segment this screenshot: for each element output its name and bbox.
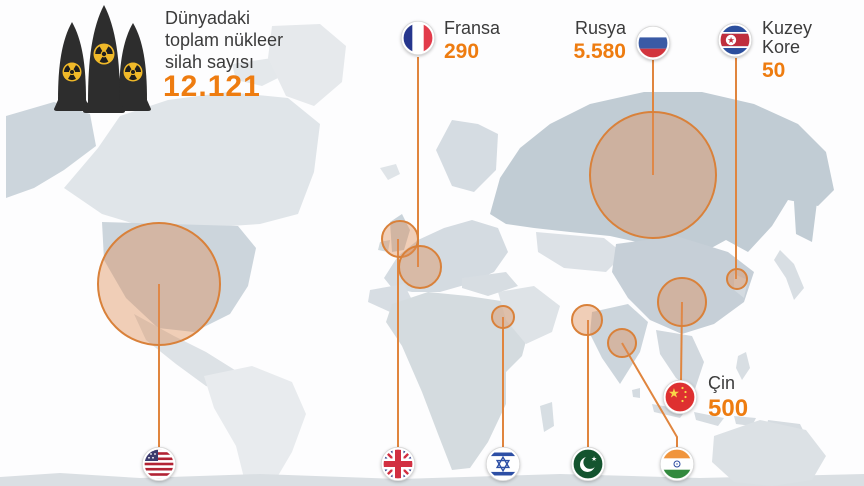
country-value-china: 500 xyxy=(708,395,749,422)
bubble-china xyxy=(657,277,707,327)
land-africa xyxy=(386,292,530,470)
land-iceland xyxy=(380,164,400,180)
land-china xyxy=(612,236,754,334)
label-group-russia: Rusya 5.580 xyxy=(540,19,626,64)
land-antarctica xyxy=(0,473,864,486)
bubble-india xyxy=(607,328,637,358)
land-madagascar xyxy=(540,402,554,432)
china-flag-icon: ★ xyxy=(663,380,697,414)
russia-flag-icon xyxy=(636,26,670,60)
land-sri-lanka xyxy=(632,388,640,398)
land-kamchatka xyxy=(794,178,818,242)
land-scandinavia xyxy=(436,120,498,192)
land-indochina xyxy=(656,330,704,392)
land-india xyxy=(590,304,648,384)
india-flag-icon xyxy=(660,447,694,481)
land-europe xyxy=(384,220,508,292)
usa-flag-icon xyxy=(142,447,176,481)
land-uk xyxy=(390,214,410,252)
uk-flag-icon xyxy=(381,447,415,481)
country-value-north-korea: 50 xyxy=(762,59,786,82)
radiation-trefoil-icon xyxy=(62,43,143,82)
bubble-russia xyxy=(589,111,717,239)
title-line-2: toplam nükleer xyxy=(165,30,284,50)
country-name-north-korea: Kuzey Kore xyxy=(762,18,813,57)
title-line-1: Dünyadaki xyxy=(165,8,251,28)
bubble-usa xyxy=(97,222,221,346)
country-value-russia: 5.580 xyxy=(573,40,626,63)
pakistan-flag-icon: ★ xyxy=(571,447,605,481)
land-russia xyxy=(490,92,834,252)
page-title: Dünyadaki toplam nükleer silah sayısı xyxy=(165,7,283,73)
land-philippines xyxy=(736,352,750,380)
bubble-france xyxy=(398,245,442,289)
total-count: 12.121 xyxy=(163,70,261,103)
north-korea-flag-icon: ★ xyxy=(718,23,752,57)
title-line-3: silah sayısı xyxy=(165,52,255,72)
svg-text:★: ★ xyxy=(668,387,680,402)
country-name-china: Çin xyxy=(708,373,736,393)
svg-text:★: ★ xyxy=(727,36,735,46)
land-australia xyxy=(712,420,826,486)
france-flag-icon xyxy=(401,21,435,55)
land-alaska xyxy=(6,102,96,198)
bubble-israel xyxy=(491,305,515,329)
connector-china xyxy=(680,301,683,382)
land-turkey xyxy=(462,272,518,296)
svg-text:★: ★ xyxy=(591,455,597,463)
label-group-north-korea: Kuzey Kore 50 xyxy=(762,19,824,83)
country-name-russia: Rusya xyxy=(574,18,626,38)
map-landmasses xyxy=(0,24,864,486)
nuclear-warheads-icon xyxy=(54,5,151,113)
connector-india xyxy=(621,342,678,448)
land-arabia xyxy=(498,286,560,344)
land-greenland xyxy=(268,24,346,106)
land-japan xyxy=(774,250,804,300)
label-group-china: Çin 500 xyxy=(708,374,748,423)
bubbles xyxy=(97,111,748,358)
land-central-asia xyxy=(536,232,624,272)
land-indonesia xyxy=(694,412,724,426)
country-value-france: 290 xyxy=(444,40,480,63)
bubble-pakistan xyxy=(571,304,603,336)
land-canada xyxy=(64,92,320,228)
connector-lines xyxy=(158,57,737,448)
land-south-america xyxy=(204,366,306,486)
israel-flag-icon xyxy=(486,447,520,481)
land-korea xyxy=(734,274,748,298)
country-name-france: Fransa xyxy=(444,18,501,38)
bubble-north-korea xyxy=(726,268,748,290)
label-group-france: Fransa 290 xyxy=(444,19,500,64)
